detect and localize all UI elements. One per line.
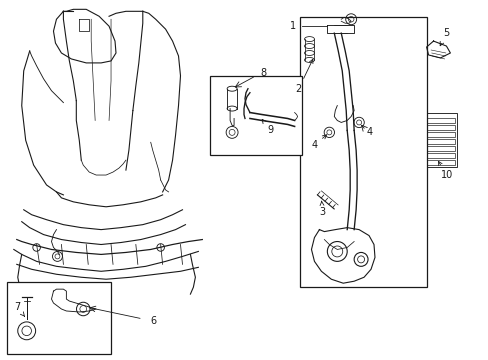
- Text: 3: 3: [319, 201, 325, 217]
- Bar: [299, 17, 426, 287]
- Bar: [425, 153, 454, 158]
- Text: 6: 6: [150, 316, 157, 326]
- Bar: [425, 146, 454, 151]
- Bar: [425, 125, 454, 130]
- Text: 2: 2: [295, 59, 312, 94]
- Text: 9: 9: [262, 120, 273, 135]
- Bar: [425, 160, 454, 165]
- Text: 5: 5: [439, 28, 449, 46]
- Text: 4: 4: [311, 135, 326, 150]
- Text: 1: 1: [289, 21, 295, 31]
- Bar: [423, 113, 456, 167]
- Text: 10: 10: [438, 161, 452, 180]
- Bar: [7, 282, 111, 354]
- Bar: [425, 118, 454, 123]
- Text: 8: 8: [259, 68, 265, 78]
- Bar: [425, 139, 454, 144]
- Bar: [210, 76, 301, 155]
- Bar: [425, 132, 454, 137]
- Text: 4: 4: [366, 127, 372, 138]
- Text: 7: 7: [14, 302, 24, 316]
